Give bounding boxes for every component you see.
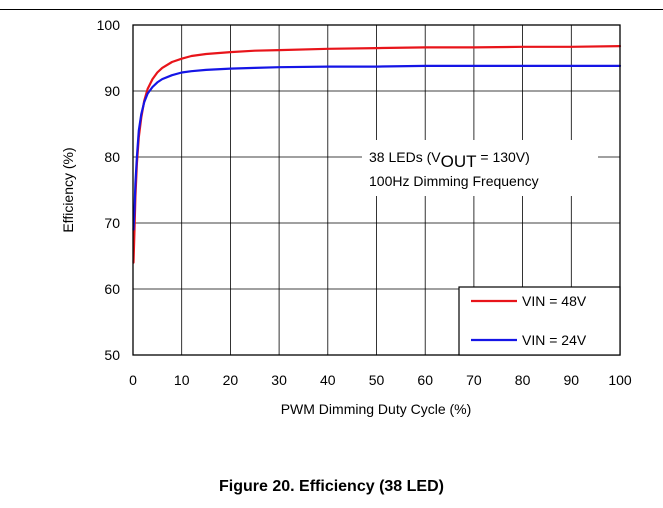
x-tick-label-0: 0: [129, 372, 137, 388]
x-tick-label-20: 20: [223, 372, 239, 388]
x-tick-label-50: 50: [369, 372, 385, 388]
y-tick-label-50: 50: [104, 347, 120, 363]
y-tick-label-60: 60: [104, 281, 120, 297]
series-line-vin-24v: [132, 64, 622, 231]
x-tick-label-80: 80: [515, 372, 531, 388]
legend-label-vin-24v: VIN = 24V: [522, 332, 587, 348]
x-tick-label-60: 60: [417, 372, 433, 388]
annotation: 38 LEDs (VOUT = 130V) 100Hz Dimming Freq…: [362, 140, 598, 196]
annotation-background: [362, 140, 598, 196]
y-tick-label-100: 100: [97, 17, 121, 33]
x-tick-label-10: 10: [174, 372, 190, 388]
annotation-line-1-suffix: = 130V): [476, 149, 529, 165]
y-tick-labels: 50 60 70 80 90 100: [97, 17, 121, 363]
x-tick-label-100: 100: [608, 372, 632, 388]
x-tick-label-70: 70: [466, 372, 482, 388]
annotation-line-1-subscript: OUT: [441, 152, 477, 171]
x-axis-label: PWM Dimming Duty Cycle (%): [281, 401, 472, 417]
y-tick-label-70: 70: [104, 215, 120, 231]
plot-frame: [132, 24, 621, 356]
legend-box: [458, 286, 621, 356]
y-tick-label-80: 80: [104, 149, 120, 165]
efficiency-chart: 0 10 20 30 40 50 60 70 80 90 100 50 60 70 80 90 100 PWM…: [60, 17, 632, 417]
figure-caption: Figure 20. Efficiency (38 LED): [219, 478, 444, 495]
x-tick-labels: 0 10 20 30 40 50 60 70 80 90 100: [129, 372, 632, 388]
annotation-line-1: 38 LEDs (VOUT = 130V): [369, 149, 530, 171]
x-tick-label-30: 30: [271, 372, 287, 388]
annotation-line-1-prefix: 38 LEDs (V: [369, 149, 441, 165]
x-tick-label-40: 40: [320, 372, 336, 388]
legend: VIN = 48V VIN = 24V: [458, 286, 621, 356]
y-axis-label: Efficiency (%): [60, 147, 76, 232]
legend-label-vin-48v: VIN = 48V: [522, 293, 587, 309]
x-tick-label-90: 90: [564, 372, 580, 388]
top-rule: [0, 9, 663, 10]
series-lines: [132, 45, 622, 264]
annotation-line-2: 100Hz Dimming Frequency: [369, 173, 539, 189]
y-tick-label-90: 90: [104, 83, 120, 99]
